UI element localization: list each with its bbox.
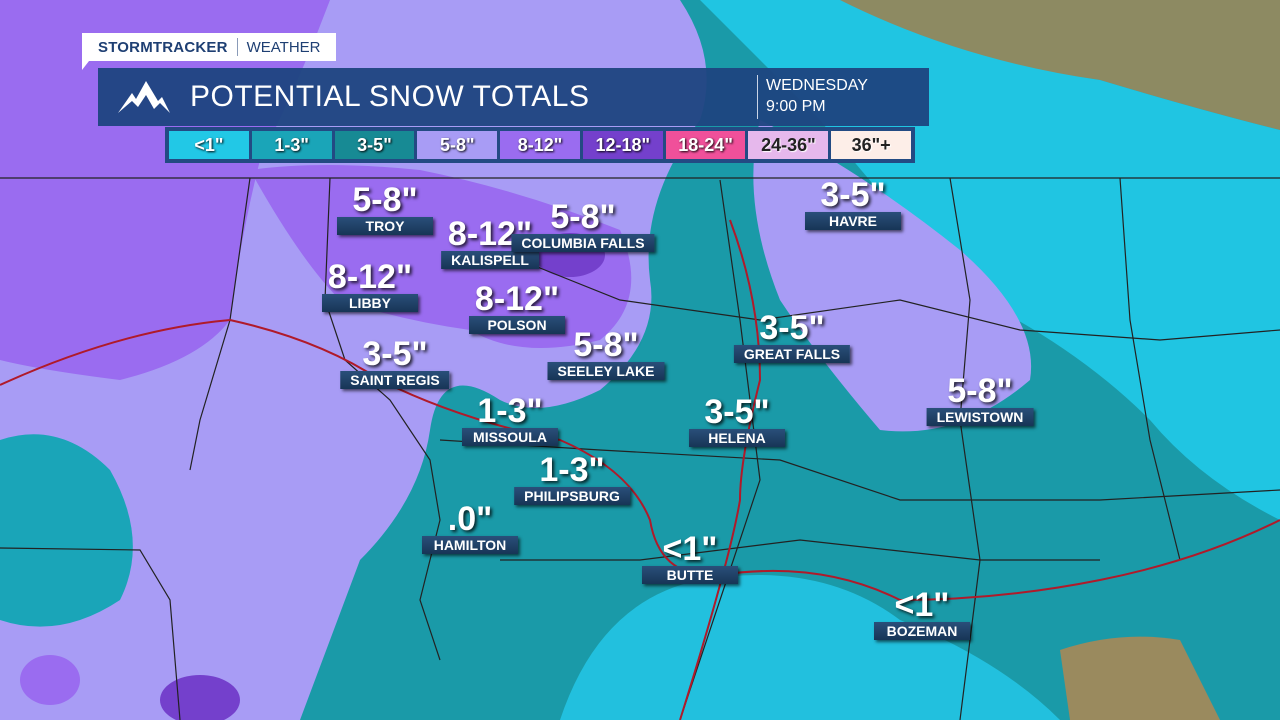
heavy-snow-zone <box>250 165 632 348</box>
snow-total: 3-5" <box>362 335 428 373</box>
legend-swatch: 12-18" <box>582 131 663 159</box>
snow-total: <1" <box>662 530 718 568</box>
snow-total: 8-12" <box>327 258 413 296</box>
forecast-time: WEDNESDAY 9:00 PM <box>757 75 929 119</box>
city-name: HELENA <box>689 429 785 447</box>
snow-total: 5-8" <box>550 198 616 236</box>
city-name: LIBBY <box>322 294 418 312</box>
city-label: 5-8" COLUMBIA FALLS <box>511 198 655 253</box>
city-label: 3-5" HAVRE <box>805 178 901 231</box>
title-bar: POTENTIAL SNOW TOTALS WEDNESDAY 9:00 PM <box>98 68 929 126</box>
city-name: COLUMBIA FALLS <box>511 234 655 252</box>
mountain-icon <box>118 81 170 113</box>
city-label: 1-3" PHILIPSBURG <box>514 453 630 506</box>
snow-total: .0" <box>447 500 493 538</box>
city-name: HAVRE <box>805 212 901 230</box>
city-name: LEWISTOWN <box>926 408 1034 426</box>
city-label: 8-12" KALISPELL <box>441 217 539 270</box>
snow-total: 3-5" <box>704 393 770 431</box>
city-label: 3-5" SAINT REGIS <box>340 335 450 390</box>
terrain-area <box>1060 636 1220 720</box>
legend-swatch: 36"+ <box>831 131 912 159</box>
highways <box>0 219 1280 720</box>
legend-swatch: 8-12" <box>500 131 580 159</box>
city-label: 3-5" GREAT FALLS <box>733 309 851 364</box>
snow-total: 5-8" <box>352 181 418 219</box>
light-snow-zone <box>0 434 133 627</box>
legend-swatch: 18-24" <box>665 131 746 159</box>
boundaries <box>0 177 1280 720</box>
snow-total: 5-8" <box>573 326 639 364</box>
city-name: POLSON <box>469 316 565 334</box>
city-label: 1-3" MISSOULA <box>462 394 558 447</box>
city-label: 8-12" POLSON <box>469 282 565 335</box>
legend-swatch: 3-5" <box>334 131 415 159</box>
city-name: PHILIPSBURG <box>514 487 630 505</box>
city-label: 5-8" SEELEY LAKE <box>547 326 665 381</box>
city-name: BUTTE <box>642 566 738 584</box>
city-name: MISSOULA <box>462 428 558 446</box>
snow-total: <1" <box>894 586 950 624</box>
brand-section: WEATHER <box>246 38 321 56</box>
city-label: 5-8" TROY <box>337 183 433 236</box>
snow-total: 5-8" <box>947 372 1013 410</box>
forecast-hour: 9:00 PM <box>766 98 826 115</box>
snow-legend: <1" 1-3" 3-5" 5-8" 8-12" 12-18" 18-24" 24-36" 36… <box>165 127 915 163</box>
legend-swatch: 24-36" <box>748 131 829 159</box>
city-name: SEELEY LAKE <box>547 362 665 380</box>
city-name: KALISPELL <box>441 251 539 269</box>
city-label: 8-12" LIBBY <box>322 260 418 313</box>
light-snow-zone <box>560 575 1060 720</box>
brand-tag: STORMTRACKER WEATHER <box>82 33 336 70</box>
forecast-day: WEDNESDAY <box>766 77 868 94</box>
brand-name: STORMTRACKER <box>98 38 228 56</box>
city-name: GREAT FALLS <box>733 345 851 363</box>
snow-total: 1-3" <box>477 392 543 430</box>
snow-total: 3-5" <box>759 309 825 347</box>
city-name: BOZEMAN <box>874 622 970 640</box>
snow-total: 3-5" <box>820 176 886 214</box>
city-name: SAINT REGIS <box>340 371 450 389</box>
city-label: .0" HAMILTON <box>422 502 518 555</box>
legend-swatch: <1" <box>169 131 249 159</box>
legend-swatch: 5-8" <box>417 131 498 159</box>
city-label: <1" BUTTE <box>642 532 738 585</box>
snow-total: 1-3" <box>539 451 605 489</box>
city-name: HAMILTON <box>422 536 518 554</box>
divider <box>236 38 238 56</box>
city-label: <1" BOZEMAN <box>874 588 970 641</box>
snow-total: 8-12" <box>474 280 560 318</box>
city-label: 3-5" HELENA <box>689 395 785 448</box>
city-label: 5-8" LEWISTOWN <box>926 372 1034 427</box>
legend-swatch: 1-3" <box>251 131 332 159</box>
page-title: POTENTIAL SNOW TOTALS <box>190 80 590 113</box>
city-name: TROY <box>337 217 433 235</box>
terrain-area <box>840 0 1280 130</box>
